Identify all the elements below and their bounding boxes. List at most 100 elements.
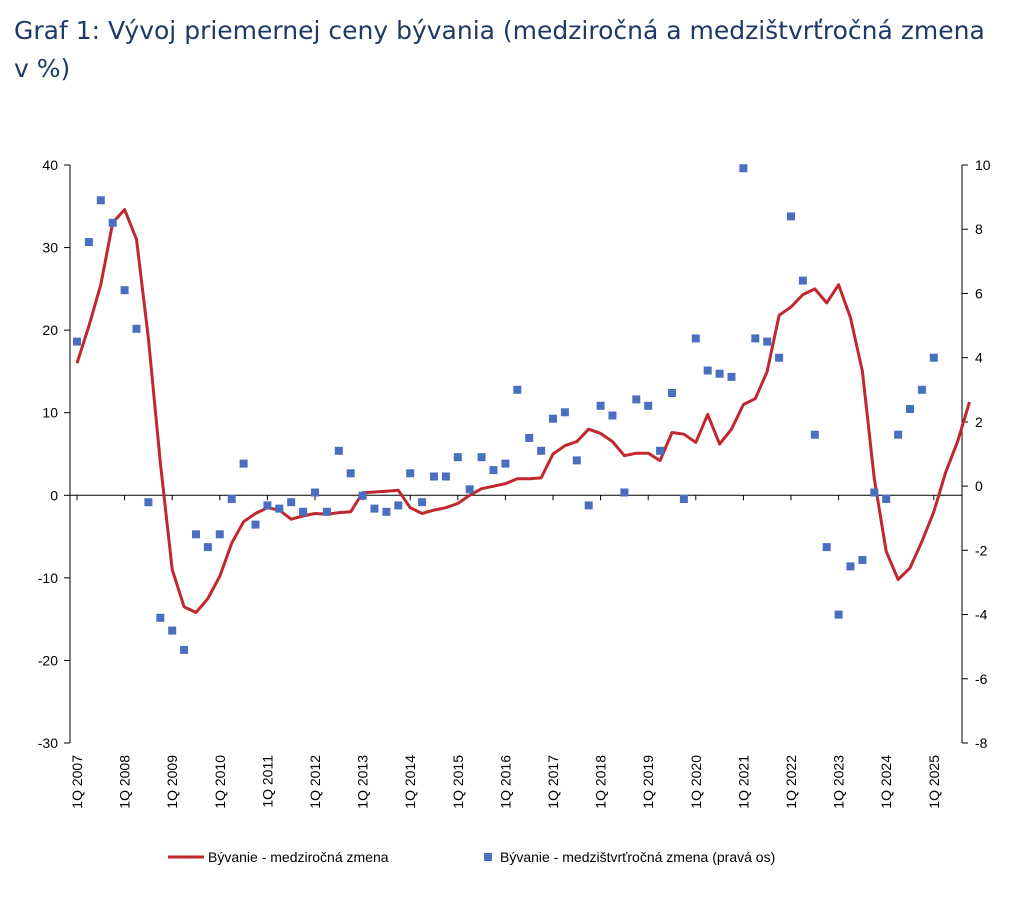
series-point-qoq[interactable]	[120, 286, 129, 295]
x-tick-label: 1Q 2010	[212, 755, 228, 809]
series-point-qoq[interactable]	[560, 408, 569, 417]
x-tick-label: 1Q 2015	[450, 755, 466, 809]
series-point-qoq[interactable]	[644, 401, 653, 410]
series-point-qoq[interactable]	[894, 430, 903, 439]
series-point-qoq[interactable]	[406, 469, 415, 478]
right-tick-label: 0	[975, 478, 983, 494]
series-point-qoq[interactable]	[787, 212, 795, 221]
series-point-qoq[interactable]	[382, 507, 391, 516]
series-point-qoq[interactable]	[846, 562, 855, 571]
series-point-qoq[interactable]	[322, 507, 331, 516]
series-point-qoq[interactable]	[608, 411, 617, 420]
series-point-qoq[interactable]	[870, 488, 879, 497]
series-point-qoq[interactable]	[180, 645, 189, 654]
series-point-qoq[interactable]	[346, 469, 355, 478]
series-point-qoq[interactable]	[239, 459, 248, 468]
left-tick-label: 10	[42, 405, 58, 421]
series-point-qoq[interactable]	[763, 337, 772, 346]
series-point-qoq[interactable]	[703, 366, 712, 375]
series-point-qoq[interactable]	[525, 433, 534, 442]
x-tick-label: 1Q 2018	[593, 755, 609, 809]
series-point-qoq[interactable]	[227, 495, 236, 503]
series-point-qoq[interactable]	[96, 196, 105, 205]
x-tick-label: 1Q 2007	[69, 755, 85, 809]
series-point-qoq[interactable]	[751, 334, 760, 343]
left-tick-label: -20	[38, 652, 58, 668]
series-point-qoq[interactable]	[775, 353, 784, 362]
legend-label-yoy: Bývanie - medziročná zmena	[208, 849, 389, 865]
series-point-qoq[interactable]	[929, 353, 938, 362]
x-tick-label: 1Q 2017	[545, 755, 561, 809]
series-point-qoq[interactable]	[834, 610, 843, 619]
series-point-qoq[interactable]	[489, 466, 498, 475]
series-point-qoq[interactable]	[501, 459, 510, 468]
series-point-qoq[interactable]	[299, 507, 308, 516]
series-point-qoq[interactable]	[168, 626, 177, 635]
series-point-qoq[interactable]	[192, 530, 200, 539]
series-point-qoq[interactable]	[537, 446, 546, 455]
series-point-qoq[interactable]	[394, 501, 403, 510]
series-point-qoq[interactable]	[572, 456, 581, 465]
series-point-qoq[interactable]	[620, 488, 629, 497]
series-point-qoq[interactable]	[632, 395, 641, 404]
series-point-qoq[interactable]	[727, 372, 736, 381]
series-point-qoq[interactable]	[251, 520, 260, 529]
right-tick-label: -4	[975, 607, 988, 623]
series-point-qoq[interactable]	[584, 501, 593, 510]
series-point-qoq[interactable]	[917, 385, 926, 394]
series-point-qoq[interactable]	[108, 218, 117, 227]
series-point-qoq[interactable]	[822, 543, 831, 552]
series-point-qoq[interactable]	[430, 472, 438, 481]
series-point-qoq[interactable]	[739, 164, 748, 173]
series-point-qoq[interactable]	[156, 613, 165, 622]
right-tick-label: 8	[975, 221, 983, 237]
series-point-qoq[interactable]	[418, 498, 427, 507]
series-point-qoq[interactable]	[858, 556, 867, 564]
x-tick-label: 1Q 2008	[117, 755, 133, 809]
series-point-qoq[interactable]	[465, 485, 474, 494]
series-point-qoq[interactable]	[358, 491, 367, 500]
left-tick-label: 40	[42, 157, 58, 173]
series-point-qoq[interactable]	[679, 495, 688, 503]
left-tick-label: 30	[42, 240, 58, 256]
series-line-yoy[interactable]	[75, 208, 971, 614]
x-tick-label: 1Q 2016	[497, 755, 513, 809]
right-tick-label: -8	[975, 735, 988, 751]
series-point-qoq[interactable]	[453, 453, 462, 462]
x-tick-label: 1Q 2020	[688, 755, 704, 809]
series-point-qoq[interactable]	[668, 389, 676, 397]
series-point-qoq[interactable]	[882, 495, 891, 503]
series-point-qoq[interactable]	[513, 385, 522, 394]
series-point-qoq[interactable]	[596, 401, 605, 410]
series-point-qoq[interactable]	[906, 405, 914, 413]
series-point-qoq[interactable]	[311, 488, 319, 497]
series-point-qoq[interactable]	[549, 414, 557, 423]
series-point-qoq[interactable]	[203, 543, 212, 552]
series-point-qoq[interactable]	[275, 504, 284, 513]
series-point-qoq[interactable]	[132, 324, 141, 333]
series-point-qoq[interactable]	[715, 369, 724, 378]
chart-title: Graf 1: Vývoj priemernej ceny bývania (m…	[14, 16, 985, 83]
series-point-qoq[interactable]	[144, 498, 153, 507]
series-point-qoq[interactable]	[215, 530, 224, 539]
series-point-qoq[interactable]	[477, 453, 486, 462]
series-point-qoq[interactable]	[370, 504, 379, 513]
series-point-qoq[interactable]	[656, 446, 665, 455]
x-tick-label: 1Q 2019	[640, 755, 656, 809]
x-tick-label: 1Q 2013	[355, 755, 371, 809]
x-tick-label: 1Q 2023	[831, 755, 847, 809]
series-point-qoq[interactable]	[441, 472, 450, 481]
series-point-qoq[interactable]	[798, 276, 807, 285]
series-point-qoq[interactable]	[810, 430, 819, 439]
series-point-qoq[interactable]	[84, 238, 93, 247]
series-point-qoq[interactable]	[263, 501, 272, 510]
series-point-qoq[interactable]	[691, 334, 700, 343]
x-tick-label: 1Q 2014	[402, 755, 418, 809]
x-tick-label: 1Q 2025	[926, 755, 942, 809]
series-point-qoq[interactable]	[334, 446, 343, 455]
left-tick-label: 20	[42, 322, 58, 338]
series-point-qoq[interactable]	[73, 337, 81, 346]
series-point-qoq[interactable]	[287, 498, 296, 507]
x-tick-label: 1Q 2009	[164, 755, 180, 809]
